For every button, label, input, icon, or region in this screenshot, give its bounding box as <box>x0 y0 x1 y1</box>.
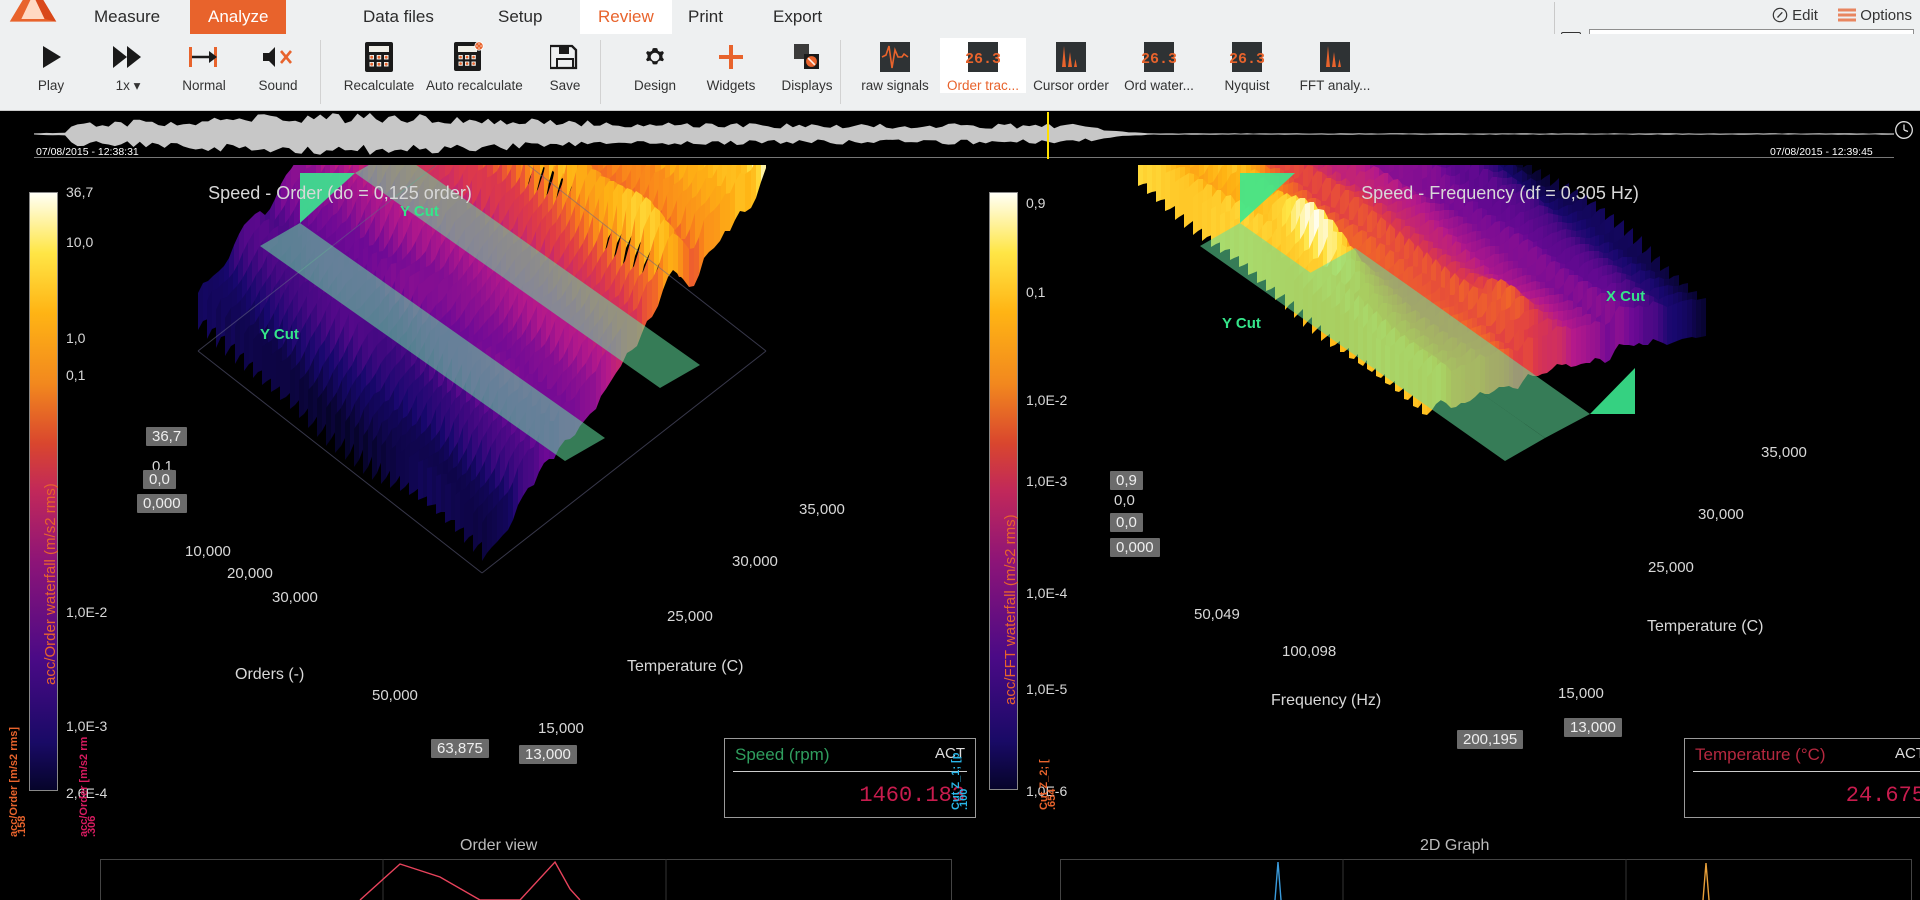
svg-text:26.3: 26.3 <box>1230 51 1264 68</box>
svg-text:26.3: 26.3 <box>966 51 1000 68</box>
svg-text:26.3: 26.3 <box>1142 51 1176 68</box>
